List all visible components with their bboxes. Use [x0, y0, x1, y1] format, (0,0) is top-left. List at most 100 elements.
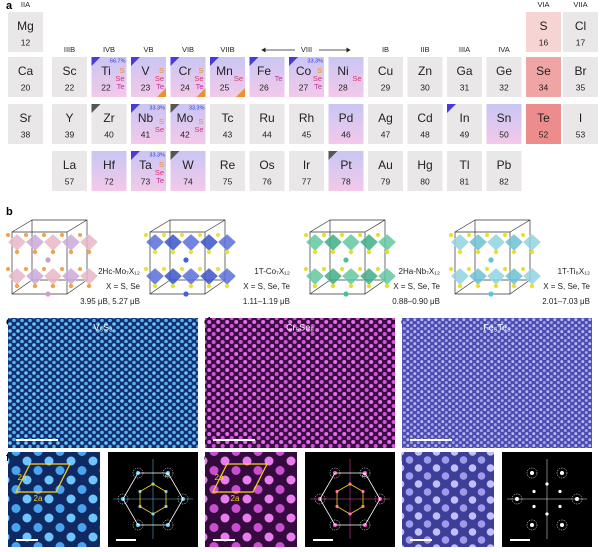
structure-composition: X = S, Se, Te	[393, 282, 440, 291]
intercalant	[343, 291, 349, 297]
polyhedron	[43, 267, 63, 286]
group-label: IIIA	[459, 45, 470, 54]
atom	[42, 267, 46, 271]
polyhedron	[217, 233, 237, 252]
atom	[304, 233, 308, 237]
intercalant	[488, 291, 494, 297]
lattice-label: 2a	[34, 494, 43, 503]
crystal-structure	[449, 219, 542, 297]
corner-marker	[157, 88, 166, 97]
atom	[503, 267, 507, 271]
atom	[358, 233, 362, 237]
structure-composition: X = S, Se, Te	[243, 282, 290, 291]
chalcogen-label: Se	[313, 74, 322, 83]
polyhedron	[25, 233, 45, 252]
group-label: VB	[143, 45, 153, 54]
atom	[384, 283, 390, 289]
atom	[68, 249, 74, 255]
atomic-number: 20	[21, 82, 31, 92]
element-cell	[91, 104, 127, 144]
atom	[6, 267, 10, 271]
atom	[511, 249, 517, 255]
structure-composition: X = S, Se, Te	[543, 282, 590, 291]
element-cell	[328, 57, 364, 97]
magnetic-moment: 0.88–0.90 μB	[392, 297, 440, 306]
element-cell	[289, 104, 324, 144]
atom	[170, 249, 176, 255]
element-cell	[328, 151, 364, 191]
element-cell	[8, 57, 43, 97]
atomic-number: 43	[223, 129, 233, 139]
corner-marker	[131, 104, 140, 113]
chalcogen-label: Se	[155, 168, 164, 177]
intercalant	[488, 257, 494, 263]
intercalant	[45, 257, 51, 263]
atomic-number: 53	[576, 129, 586, 139]
element-cell	[249, 57, 285, 97]
atom	[330, 249, 336, 255]
atom	[14, 249, 20, 255]
chalcogen-label: Se	[234, 74, 243, 83]
supercell-outline	[15, 463, 71, 493]
atomic-number: 72	[104, 176, 114, 186]
atom	[188, 249, 194, 255]
element-symbol: Cd	[417, 111, 432, 125]
element-symbol: Cu	[378, 64, 393, 78]
atom	[521, 233, 525, 237]
atom	[457, 283, 463, 289]
fft-hexagon	[319, 472, 381, 526]
element-cell	[526, 57, 561, 97]
fft-hexagon	[139, 483, 167, 515]
element-cell	[526, 104, 561, 144]
atomic-number: 32	[499, 82, 509, 92]
atomic-number: 74	[183, 176, 193, 186]
atom	[14, 283, 20, 289]
element-symbol: Ta	[139, 158, 152, 172]
chalcogen-label: Se	[155, 125, 164, 134]
element-symbol: Fe	[257, 64, 271, 78]
atomic-number: 82	[499, 176, 509, 186]
atom	[475, 283, 481, 289]
polyhedron	[61, 267, 81, 286]
atom	[485, 267, 489, 271]
fft-ring	[556, 519, 568, 531]
atom	[348, 249, 354, 255]
atom	[322, 233, 326, 237]
panel-letter: a	[6, 0, 13, 12]
atom	[224, 283, 230, 289]
polyhedron	[305, 267, 325, 286]
atomic-number: 44	[262, 129, 272, 139]
corner-marker	[210, 57, 219, 66]
polyhedron	[359, 267, 379, 286]
atom	[521, 267, 525, 271]
fft-label: a	[165, 472, 169, 479]
atomic-number: 28	[338, 82, 348, 92]
corner-marker	[131, 151, 140, 160]
polyhedron	[323, 233, 343, 252]
element-cell	[563, 12, 598, 52]
chalcogen-label: S	[159, 160, 164, 169]
atomic-number: 79	[381, 176, 391, 186]
polyhedron	[199, 233, 219, 252]
unit-cell	[454, 219, 531, 295]
atomic-number: 22	[101, 82, 111, 92]
element-symbol: Hf	[103, 158, 116, 172]
polyhedron	[341, 233, 361, 252]
element-symbol: S	[539, 19, 547, 33]
fft-hexagon	[336, 483, 364, 515]
atom	[78, 233, 82, 237]
element-symbol: Pd	[339, 111, 354, 125]
atom	[467, 233, 471, 237]
polyhedron	[163, 233, 183, 252]
structure-name: 2Hc-Mo₇X₁₂	[98, 267, 140, 276]
atomic-number: 50	[499, 129, 509, 139]
element-cell	[8, 12, 43, 52]
supercell-outline	[212, 463, 268, 493]
atomic-number: 78	[341, 176, 351, 186]
atomic-number: 73	[141, 176, 151, 186]
atomic-number: 40	[104, 129, 114, 139]
atom	[206, 283, 212, 289]
magnetic-moment: 2.01–7.03 μB	[542, 297, 590, 306]
group-label: IB	[382, 45, 389, 54]
group-label: IVB	[103, 45, 115, 54]
